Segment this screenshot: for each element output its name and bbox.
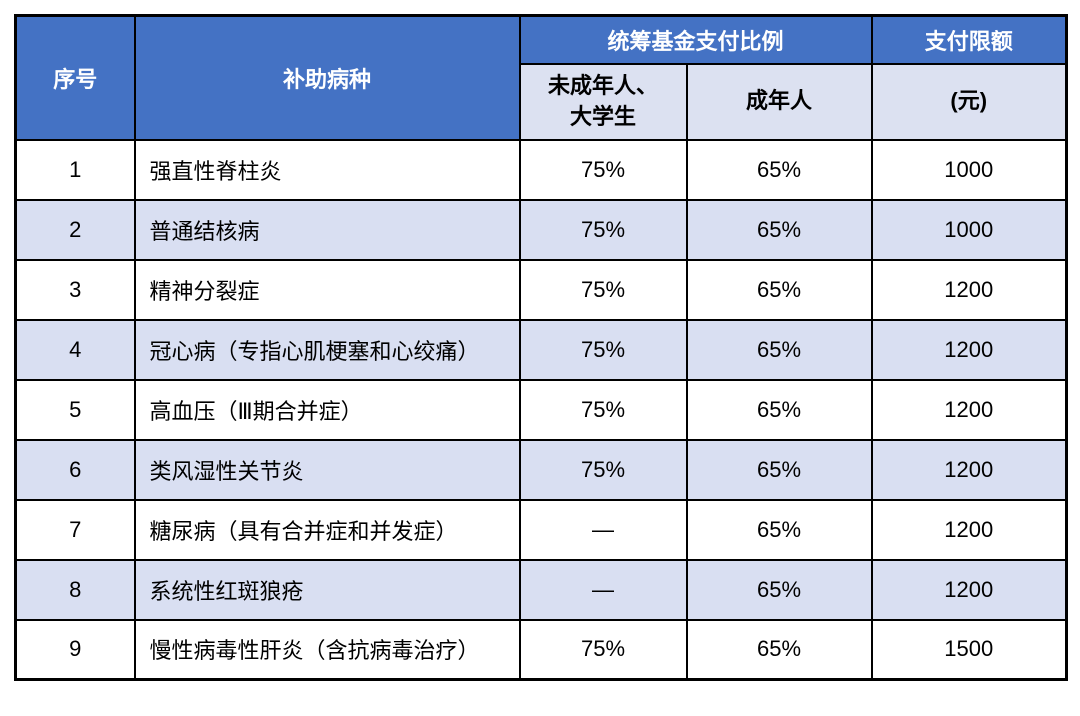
table-row: 2 普通结核病 75% 65% 1000	[14, 198, 1068, 261]
row-disease: 强直性脊柱炎	[133, 138, 521, 201]
row-no: 7	[14, 498, 136, 561]
table-row: 4 冠心病（专指心肌梗塞和心绞痛） 75% 65% 1200	[14, 318, 1068, 381]
table-row: 5 高血压（Ⅲ期合并症） 75% 65% 1200	[14, 378, 1068, 441]
header-ratio-group: 统筹基金支付比例	[518, 14, 873, 65]
row-minor-ratio: 75%	[518, 618, 688, 681]
row-disease: 糖尿病（具有合并症和并发症）	[133, 498, 521, 561]
table-row: 6 类风湿性关节炎 75% 65% 1200	[14, 438, 1068, 501]
row-disease: 系统性红斑狼疮	[133, 558, 521, 621]
row-adult-ratio: 65%	[685, 378, 873, 441]
subsidy-table-container: 序号 补助病种 统筹基金支付比例 支付限额 未成年人、大学生 成年人 (元) 1…	[14, 14, 1068, 681]
table-row: 8 系统性红斑狼疮 — 65% 1200	[14, 558, 1068, 621]
table-row: 1 强直性脊柱炎 75% 65% 1000	[14, 138, 1068, 201]
subheader-minor-line1: 未成年人、	[547, 72, 658, 98]
row-minor-ratio: 75%	[518, 138, 688, 201]
row-limit: 1200	[870, 438, 1068, 501]
row-minor-ratio: 75%	[518, 378, 688, 441]
row-minor-ratio: 75%	[518, 318, 688, 381]
subheader-adult: 成年人	[685, 62, 873, 141]
row-no: 1	[14, 138, 136, 201]
row-no: 6	[14, 438, 136, 501]
row-adult-ratio: 65%	[685, 438, 873, 501]
row-adult-ratio: 65%	[685, 558, 873, 621]
table-row: 9 慢性病毒性肝炎（含抗病毒治疗） 75% 65% 1500	[14, 618, 1068, 681]
row-disease: 普通结核病	[133, 198, 521, 261]
row-disease: 慢性病毒性肝炎（含抗病毒治疗）	[133, 618, 521, 681]
table-row: 7 糖尿病（具有合并症和并发症） — 65% 1200	[14, 498, 1068, 561]
row-disease: 类风湿性关节炎	[133, 438, 521, 501]
row-limit: 1200	[870, 258, 1068, 321]
row-limit: 1200	[870, 558, 1068, 621]
row-no: 5	[14, 378, 136, 441]
row-disease: 高血压（Ⅲ期合并症）	[133, 378, 521, 441]
row-minor-ratio: —	[518, 558, 688, 621]
row-disease: 精神分裂症	[133, 258, 521, 321]
row-limit: 1200	[870, 318, 1068, 381]
row-adult-ratio: 65%	[685, 498, 873, 561]
header-row-1: 序号 补助病种 统筹基金支付比例 支付限额	[14, 14, 1068, 141]
row-adult-ratio: 65%	[685, 258, 873, 321]
row-adult-ratio: 65%	[685, 198, 873, 261]
row-adult-ratio: 65%	[685, 138, 873, 201]
row-limit: 1200	[870, 378, 1068, 441]
subheader-minor-line2: 大学生	[569, 103, 636, 129]
row-limit: 1000	[870, 138, 1068, 201]
row-limit: 1500	[870, 618, 1068, 681]
row-minor-ratio: 75%	[518, 258, 688, 321]
row-no: 3	[14, 258, 136, 321]
row-adult-ratio: 65%	[685, 318, 873, 381]
subheader-minor: 未成年人、 大学生	[518, 62, 688, 141]
table-row: 3 精神分裂症 75% 65% 1200	[14, 258, 1068, 321]
row-adult-ratio: 65%	[685, 618, 873, 681]
row-minor-ratio: 75%	[518, 438, 688, 501]
subsidy-table: 序号 补助病种 统筹基金支付比例 支付限额 未成年人、大学生 成年人 (元) 1…	[14, 14, 1068, 681]
header-col-disease: 补助病种	[133, 14, 521, 141]
row-minor-ratio: 75%	[518, 198, 688, 261]
header-col-no: 序号	[14, 14, 136, 141]
row-limit: 1200	[870, 498, 1068, 561]
row-no: 8	[14, 558, 136, 621]
row-disease: 冠心病（专指心肌梗塞和心绞痛）	[133, 318, 521, 381]
row-no: 9	[14, 618, 136, 681]
row-no: 4	[14, 318, 136, 381]
row-minor-ratio: —	[518, 498, 688, 561]
row-limit: 1000	[870, 198, 1068, 261]
header-col-limit: 支付限额	[870, 14, 1068, 65]
header-row-2: 未成年人、大学生 成年人 (元)	[16, 62, 1068, 141]
row-no: 2	[14, 198, 136, 261]
subheader-limit-unit: (元)	[870, 62, 1068, 141]
